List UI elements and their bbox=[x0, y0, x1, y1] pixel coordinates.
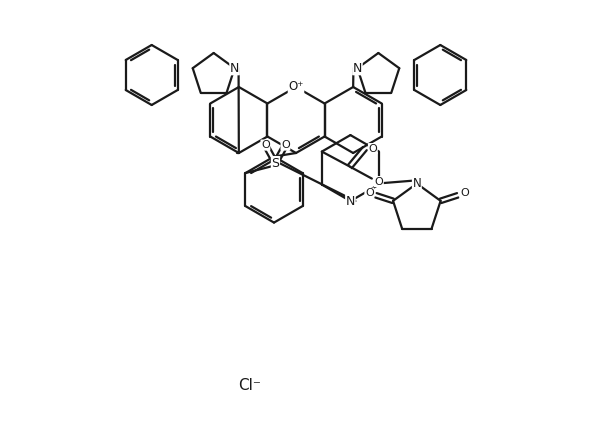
Text: N: N bbox=[353, 62, 362, 75]
Text: O: O bbox=[368, 144, 377, 154]
Text: O: O bbox=[261, 140, 270, 150]
Text: O: O bbox=[365, 188, 374, 198]
Text: O: O bbox=[374, 177, 383, 187]
Text: N: N bbox=[346, 194, 355, 208]
Text: N: N bbox=[230, 62, 239, 75]
Text: N: N bbox=[413, 177, 421, 190]
Text: Cl⁻: Cl⁻ bbox=[238, 378, 262, 392]
Text: O: O bbox=[281, 140, 290, 150]
Text: O⁺: O⁺ bbox=[288, 81, 304, 93]
Text: S: S bbox=[272, 156, 279, 170]
Text: O: O bbox=[460, 188, 469, 198]
